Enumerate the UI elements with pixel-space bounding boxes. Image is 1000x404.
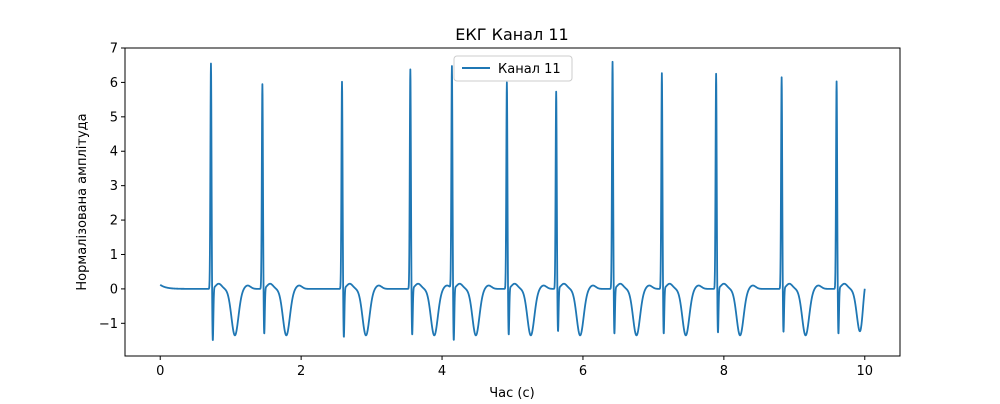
x-tick-label: 6 [579,364,587,379]
x-axis-label: Час (с) [489,386,534,400]
y-axis-label: Нормалізована амплітуда [75,113,90,290]
y-tick-label: 5 [110,110,118,125]
y-tick-label: 2 [110,214,118,229]
y-tick-label: −1 [99,317,118,332]
chart-title: ЕКГ Канал 11 [455,25,568,44]
x-tick-label: 0 [156,364,164,379]
y-tick-label: 1 [110,248,118,263]
y-tick-label: 0 [110,282,118,297]
legend[interactable]: Канал 11 [454,56,572,81]
y-tick-label: 7 [110,42,118,57]
x-tick-label: 4 [438,364,446,379]
x-tick-label: 10 [856,364,873,379]
y-tick-label: 3 [110,179,118,194]
y-tick-label: 6 [110,76,118,91]
x-tick-label: 2 [297,364,305,379]
x-tick-label: 8 [720,364,728,379]
legend-label: Канал 11 [498,62,561,77]
y-tick-label: 4 [110,145,118,160]
